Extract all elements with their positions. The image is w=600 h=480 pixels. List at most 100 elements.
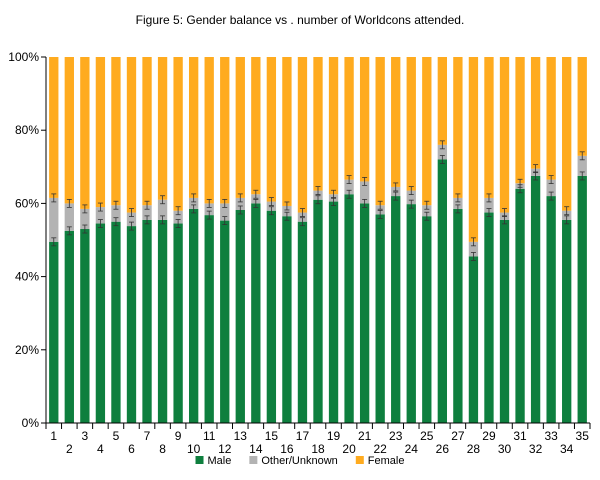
bar-group-17 [297, 57, 308, 423]
bar-male-10 [188, 208, 199, 423]
bar-male-33 [546, 196, 556, 423]
bar-female-34 [562, 57, 572, 211]
bar-male-21 [359, 203, 370, 423]
bar-male-5 [111, 221, 121, 423]
bar-other-unknown-5 [111, 205, 121, 222]
bar-female-29 [484, 57, 494, 198]
bar-female-24 [406, 57, 416, 191]
bar-male-19 [328, 201, 339, 423]
x-tick-label: 7 [144, 429, 151, 443]
x-tick-label: 28 [467, 442, 481, 456]
bar-other-unknown-11 [204, 203, 214, 216]
bar-group-29 [484, 57, 494, 423]
bar-female-4 [95, 57, 106, 208]
y-tick-label: 20% [15, 343, 39, 357]
x-tick-label: 35 [576, 429, 590, 443]
bar-male-29 [484, 212, 494, 423]
bar-group-13 [235, 57, 245, 423]
bar-other-unknown-9 [173, 210, 183, 224]
bar-male-32 [530, 175, 541, 423]
x-tick-label: 24 [405, 442, 419, 456]
bar-male-2 [64, 230, 74, 423]
bar-other-unknown-26 [437, 144, 448, 160]
x-tick-label: 23 [389, 429, 403, 443]
bar-female-10 [188, 57, 199, 198]
bar-female-11 [204, 57, 214, 204]
bar-group-32 [530, 57, 541, 423]
bar-male-9 [173, 223, 183, 423]
bar-female-31 [515, 57, 525, 184]
bar-group-18 [313, 57, 323, 423]
bar-group-5 [111, 57, 121, 423]
bar-female-17 [297, 57, 308, 213]
bar-female-23 [391, 57, 401, 187]
bar-male-1 [49, 241, 59, 423]
bar-group-10 [188, 57, 199, 423]
bar-male-30 [499, 219, 510, 423]
bar-other-unknown-1 [49, 197, 59, 242]
y-tick-label: 40% [15, 270, 39, 284]
x-tick-label: 29 [482, 429, 496, 443]
bar-female-7 [142, 57, 152, 206]
chart-title: Figure 5: Gender balance vs . number of … [136, 13, 465, 27]
bar-female-21 [359, 57, 370, 182]
bar-female-20 [344, 57, 354, 180]
bar-male-3 [80, 229, 90, 423]
legend-label-male: Male [208, 455, 232, 467]
bar-female-16 [282, 57, 292, 206]
bar-female-15 [266, 57, 277, 202]
bar-group-34 [562, 57, 572, 423]
bar-male-20 [344, 194, 354, 423]
bar-other-unknown-23 [391, 186, 401, 197]
x-tick-label: 17 [296, 429, 310, 443]
x-tick-label: 32 [529, 442, 543, 456]
x-tick-label: 34 [560, 442, 574, 456]
x-tick-label: 3 [82, 429, 89, 443]
bar-female-25 [422, 57, 432, 206]
bar-male-23 [391, 196, 401, 423]
x-tick-label: 2 [66, 442, 73, 456]
bar-group-12 [220, 57, 230, 423]
bar-group-7 [142, 57, 152, 423]
bar-group-11 [204, 57, 214, 423]
bar-male-6 [126, 226, 137, 423]
legend-swatch-male [195, 456, 204, 464]
x-tick-label: 15 [265, 429, 279, 443]
bars [49, 57, 587, 424]
bar-other-unknown-15 [266, 201, 277, 211]
bar-female-5 [111, 57, 121, 206]
bar-female-1 [49, 57, 59, 198]
x-tick-label: 8 [159, 442, 166, 456]
x-tick-label: 22 [373, 442, 387, 456]
bar-group-8 [157, 57, 168, 423]
bar-other-unknown-18 [313, 190, 323, 200]
bar-group-19 [328, 57, 339, 423]
bar-other-unknown-27 [453, 197, 463, 209]
legend: Male Other/Unknown Female [195, 455, 404, 467]
bar-female-27 [453, 57, 463, 198]
bar-other-unknown-16 [282, 205, 292, 217]
bar-other-unknown-35 [577, 155, 587, 176]
bar-other-unknown-34 [562, 210, 572, 220]
bar-male-13 [235, 209, 245, 423]
bar-female-3 [80, 57, 90, 209]
bar-group-26 [437, 57, 448, 424]
bar-other-unknown-24 [406, 190, 416, 205]
bar-group-16 [282, 57, 292, 423]
x-tick-label: 21 [358, 429, 372, 443]
bar-group-27 [453, 57, 463, 423]
bar-female-2 [64, 57, 74, 204]
x-tick-label: 13 [234, 429, 248, 443]
bar-group-9 [173, 57, 183, 423]
bar-male-17 [297, 221, 308, 423]
x-tick-label: 11 [203, 429, 216, 443]
bar-other-unknown-12 [220, 203, 230, 221]
bar-female-9 [173, 57, 183, 211]
bar-other-unknown-13 [235, 197, 245, 210]
bar-female-28 [468, 57, 479, 242]
x-tick-label: 14 [249, 442, 263, 456]
bar-male-8 [157, 219, 168, 423]
bar-group-3 [80, 57, 90, 423]
bar-group-35 [577, 57, 587, 423]
x-tick-label: 9 [175, 429, 182, 443]
